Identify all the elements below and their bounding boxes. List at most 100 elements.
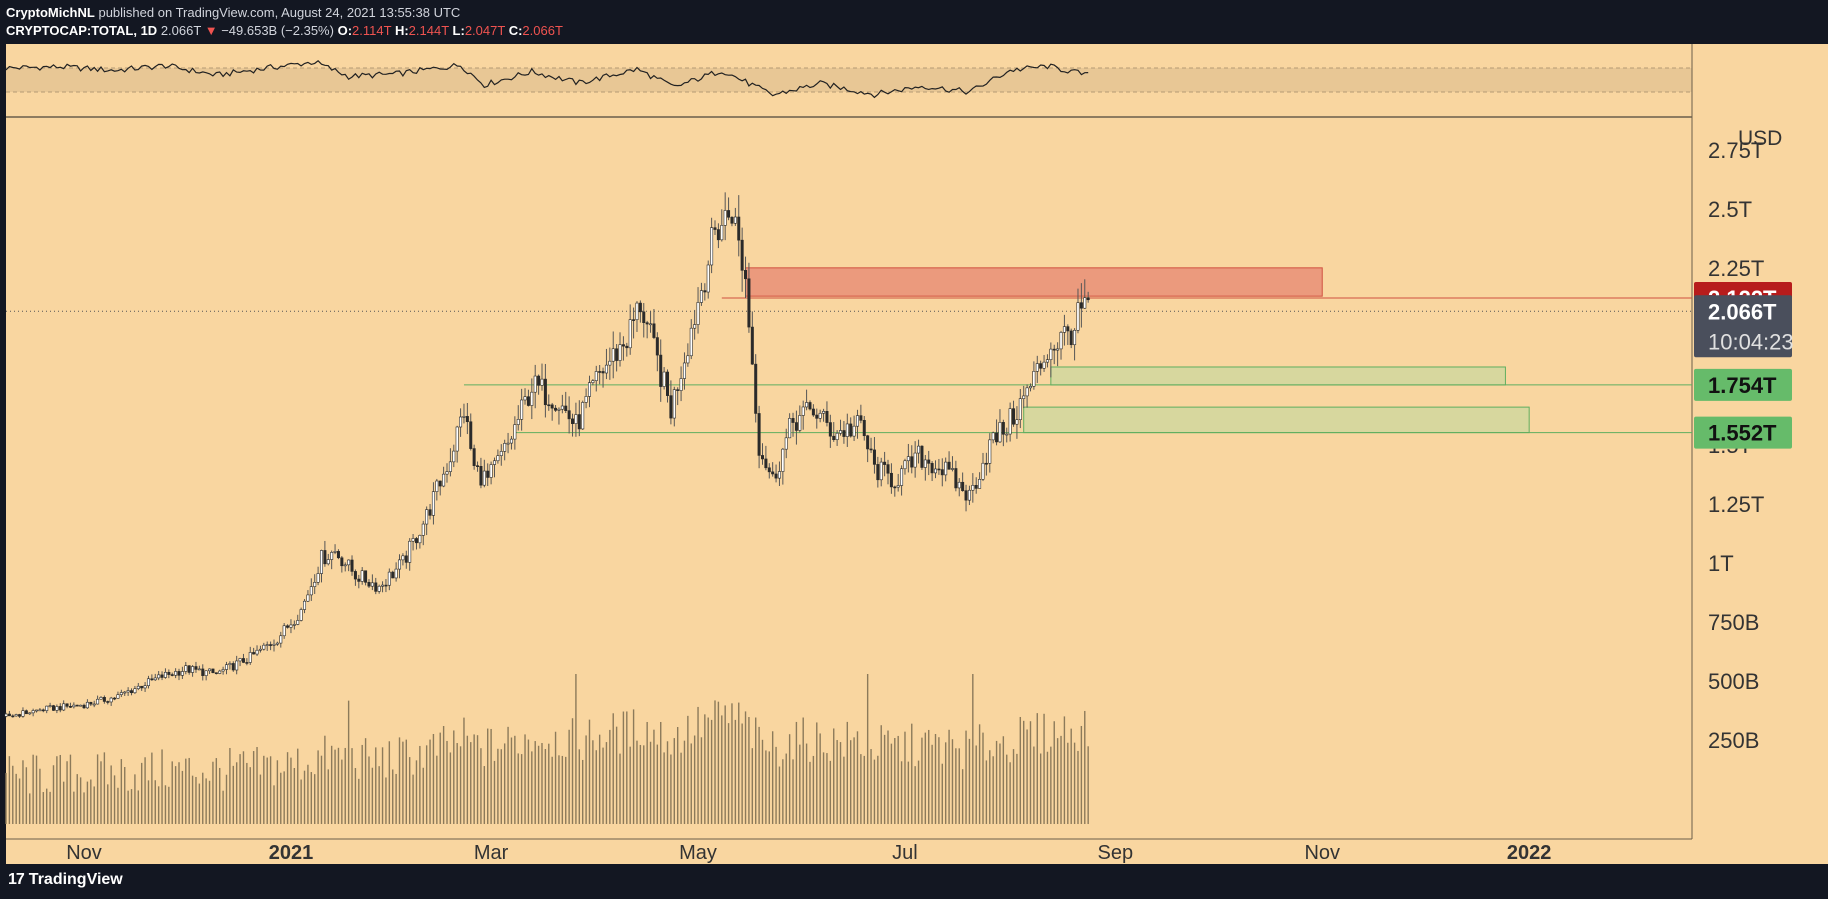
volume-bar bbox=[883, 734, 886, 824]
volume-bar bbox=[178, 762, 180, 824]
candle-body bbox=[1001, 422, 1005, 435]
candle-body bbox=[950, 468, 954, 470]
rsi-pane: 50.00 bbox=[5, 60, 1761, 99]
volume-bar bbox=[280, 772, 282, 824]
change-arrow-icon: ▼ bbox=[204, 23, 218, 38]
volume-bar bbox=[480, 748, 482, 824]
candle-body bbox=[713, 227, 717, 230]
candle-body bbox=[408, 540, 412, 563]
candle-body bbox=[187, 665, 191, 673]
candle-body bbox=[272, 643, 276, 646]
candle-body bbox=[119, 692, 123, 695]
price-label-box[interactable] bbox=[1694, 416, 1792, 449]
candle-body bbox=[319, 550, 323, 574]
candle-body bbox=[136, 685, 140, 690]
price-axis-background bbox=[1692, 44, 1828, 864]
volume-bar bbox=[503, 743, 506, 824]
price-label-box[interactable] bbox=[1694, 295, 1792, 358]
candle-body bbox=[866, 435, 870, 450]
volume-bar bbox=[1029, 721, 1032, 824]
volume-bar bbox=[93, 786, 95, 824]
candle-body bbox=[7, 713, 11, 717]
candle-body bbox=[574, 414, 578, 424]
currency-label[interactable]: USD bbox=[1738, 127, 1782, 150]
volume-bar bbox=[907, 761, 910, 824]
resistance-zone[interactable] bbox=[745, 267, 1323, 297]
volume-bar bbox=[609, 729, 611, 824]
volume-bar bbox=[358, 778, 360, 824]
volume-bar bbox=[73, 791, 75, 824]
candle-body bbox=[805, 402, 809, 408]
support-zone[interactable] bbox=[1023, 406, 1530, 434]
volume-bar bbox=[144, 757, 146, 824]
volume-bar bbox=[938, 737, 940, 824]
candle-body bbox=[262, 644, 266, 650]
volume-bar bbox=[1036, 713, 1038, 824]
volume-bars bbox=[5, 674, 1089, 824]
candle-body bbox=[65, 703, 69, 707]
candle-body bbox=[839, 430, 843, 434]
candle-body bbox=[937, 468, 941, 471]
volume-bar bbox=[219, 767, 221, 824]
candle-body bbox=[991, 432, 995, 441]
published-text: published on TradingView.com, August 24,… bbox=[98, 5, 461, 20]
volume-bar bbox=[561, 755, 564, 824]
volume-bar bbox=[1080, 725, 1083, 824]
candle-body bbox=[225, 664, 229, 670]
candle-body bbox=[374, 582, 378, 592]
candle-body bbox=[564, 405, 568, 411]
volume-bar bbox=[46, 788, 48, 824]
candle-body bbox=[336, 551, 340, 559]
candle-body bbox=[649, 323, 653, 326]
publisher-name[interactable]: CryptoMichNL bbox=[6, 5, 95, 20]
candle-body bbox=[737, 216, 741, 241]
volume-bar bbox=[537, 745, 540, 824]
close-value: 2.066T bbox=[522, 23, 563, 38]
tradingview-wordmark: TradingView bbox=[28, 871, 123, 888]
candle-body bbox=[180, 671, 184, 676]
candle-body bbox=[587, 382, 591, 397]
volume-bar bbox=[327, 769, 329, 824]
volume-bar bbox=[856, 731, 859, 824]
volume-bar bbox=[700, 737, 703, 824]
change-value: −49.653B (−2.35%) bbox=[221, 23, 334, 38]
candle-body bbox=[703, 290, 707, 293]
candle-body bbox=[815, 414, 819, 419]
candle-body bbox=[696, 302, 700, 325]
volume-bar bbox=[124, 766, 126, 824]
tradingview-logo[interactable]: 17 TradingView bbox=[8, 871, 123, 889]
candle-body bbox=[296, 620, 300, 625]
volume-bar bbox=[263, 755, 265, 824]
tradingview-mark-icon: 17 bbox=[8, 871, 25, 888]
candle-body bbox=[4, 713, 8, 717]
symbol-label[interactable]: CRYPTOCAP:TOTAL, 1D bbox=[6, 23, 158, 38]
volume-bar bbox=[415, 760, 418, 824]
candle-body bbox=[1079, 302, 1083, 309]
support-zone[interactable] bbox=[1050, 366, 1506, 386]
volume-bar bbox=[690, 743, 692, 824]
volume-bar bbox=[1077, 750, 1079, 824]
candle-body bbox=[767, 467, 771, 473]
candle-body bbox=[1073, 329, 1077, 346]
price-label-box[interactable] bbox=[1694, 368, 1792, 401]
candle-body bbox=[862, 420, 866, 437]
volume-bar bbox=[22, 760, 24, 824]
candle-body bbox=[506, 442, 510, 445]
candle-body bbox=[258, 648, 262, 651]
candle-body bbox=[1083, 297, 1087, 309]
volume-bar bbox=[527, 739, 530, 824]
candle-body bbox=[89, 701, 93, 705]
volume-bar bbox=[300, 779, 302, 824]
candle-body bbox=[652, 323, 656, 338]
volume-bar bbox=[334, 749, 336, 824]
candle-body bbox=[917, 445, 921, 454]
candle-body bbox=[1059, 332, 1063, 350]
volume-bar bbox=[615, 726, 618, 824]
candle-body bbox=[537, 375, 541, 386]
volume-bar bbox=[955, 748, 957, 824]
candle-body bbox=[611, 348, 615, 362]
candle-body bbox=[11, 715, 15, 718]
volume-bar bbox=[429, 739, 431, 824]
price-chart[interactable]: 50.00 Nov 2021 Mar May Jul Sep Nov 2022 2.75T 2.5… bbox=[0, 44, 1828, 864]
candle-body bbox=[889, 472, 893, 488]
